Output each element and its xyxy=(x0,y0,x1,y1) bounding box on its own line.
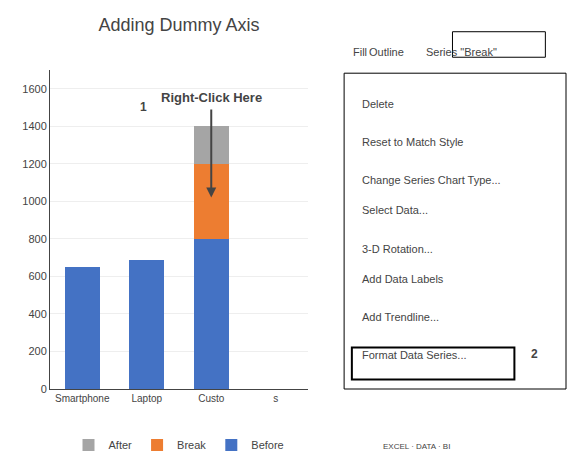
svg-text:1: 1 xyxy=(140,100,147,114)
svg-text:200: 200 xyxy=(28,345,46,357)
svg-text:1200: 1200 xyxy=(22,158,46,170)
svg-text:400: 400 xyxy=(28,308,46,320)
svg-text:600: 600 xyxy=(28,270,46,282)
svg-text:EXCEL · DATA · BI: EXCEL · DATA · BI xyxy=(383,442,450,451)
svg-text:Fill: Fill xyxy=(353,46,367,58)
svg-text:Reset to Match Style: Reset to Match Style xyxy=(362,136,464,148)
svg-text:1000: 1000 xyxy=(22,195,46,207)
svg-text:Select Data...: Select Data... xyxy=(362,204,428,216)
svg-text:Series "Break": Series "Break" xyxy=(426,46,497,58)
svg-text:800: 800 xyxy=(28,233,46,245)
svg-text:Smartphone: Smartphone xyxy=(55,393,110,404)
svg-text:Add Data Labels: Add Data Labels xyxy=(362,273,444,285)
svg-text:Break: Break xyxy=(177,439,206,451)
svg-text:Delete: Delete xyxy=(362,98,394,110)
svg-text:2: 2 xyxy=(531,347,538,361)
svg-text:Change Series Chart Type...: Change Series Chart Type... xyxy=(362,174,501,186)
svg-text:1400: 1400 xyxy=(22,120,46,132)
svg-text:1600: 1600 xyxy=(22,83,46,95)
svg-text:Laptop: Laptop xyxy=(131,393,162,404)
svg-text:Add Trendline...: Add Trendline... xyxy=(362,311,439,323)
svg-text:Format Data Series...: Format Data Series... xyxy=(362,349,467,361)
svg-text:After: After xyxy=(109,439,133,451)
svg-text:Right-Click Here: Right-Click Here xyxy=(161,90,262,105)
svg-text:s: s xyxy=(273,393,278,404)
svg-text:3-D Rotation...: 3-D Rotation... xyxy=(362,243,433,255)
svg-text:Adding Dummy Axis: Adding Dummy Axis xyxy=(98,15,259,35)
svg-text:Outline: Outline xyxy=(369,46,404,58)
svg-text:Before: Before xyxy=(251,439,283,451)
svg-text:Custo: Custo xyxy=(198,393,225,404)
svg-text:0: 0 xyxy=(41,383,47,395)
